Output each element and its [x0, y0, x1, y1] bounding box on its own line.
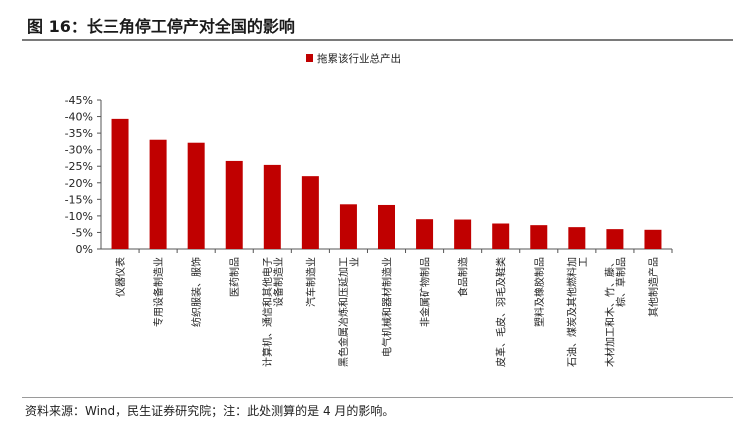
y-tick-label: -10%	[65, 210, 93, 223]
x-tick-label: 木材加工和木、竹、藤、 棕、草制品	[603, 257, 627, 367]
y-tick-label: -5%	[72, 226, 93, 239]
y-tick-label: -15%	[65, 193, 93, 206]
bar	[225, 160, 243, 249]
legend-swatch	[306, 54, 313, 62]
x-tick-label-line: 业	[349, 257, 361, 267]
x-tick-label: 食品制造	[457, 257, 470, 297]
x-tick-label: 非金属矿物制品	[419, 257, 432, 327]
legend-label: 拖累该行业总产出	[317, 52, 401, 65]
x-tick-label: 专用设备制造业	[152, 257, 165, 327]
x-tick-label: 电气机械和器材制造业	[381, 257, 394, 357]
x-tick-label-line: 仪器仪表	[114, 257, 127, 297]
y-tick-label: -40%	[65, 111, 93, 124]
x-tick-label: 计算机、通信和其他电子 设备制造业	[261, 257, 285, 367]
x-tick-label: 其他制造产品	[647, 257, 660, 317]
footer-divider	[22, 397, 733, 398]
bar	[454, 219, 472, 249]
bar	[149, 139, 167, 249]
y-tick-label: -35%	[65, 127, 93, 140]
bar	[111, 118, 129, 249]
y-tick-label: -45%	[65, 94, 93, 107]
bar	[187, 142, 205, 249]
x-tick-label-line: 其他制造产品	[647, 257, 660, 317]
bar	[378, 204, 395, 249]
bar	[416, 219, 434, 249]
y-tick-label: -25%	[65, 160, 93, 173]
x-tick-label-line: 汽车制造业	[304, 257, 317, 307]
bar-chart: 拖累该行业总产出 0% -5% -10% -15% -20% -25% -30% -35% -40…	[65, 52, 673, 367]
figure-title: 图 16：长三角停工停产对全国的影响	[27, 17, 295, 36]
x-tick-label-line: 木材加工和木、竹、藤、	[603, 257, 616, 367]
y-tick-label: -20%	[65, 177, 93, 190]
y-tick-label: -30%	[65, 144, 93, 157]
x-tick-label: 仪器仪表	[114, 257, 127, 297]
x-tick-label-line: 非金属矿物制品	[419, 257, 432, 327]
x-tick-label: 医药制品	[228, 257, 241, 297]
x-tick-label-line: 电气机械和器材制造业	[381, 257, 394, 357]
x-tick-label-line: 棕、草制品	[614, 257, 627, 307]
y-tick-label: 0%	[76, 243, 93, 256]
x-tick-label-line: 黑色金属冶炼和压延加工	[337, 257, 350, 367]
x-tick-label-line: 石油、煤炭及其他燃料加	[565, 257, 578, 367]
bar	[492, 223, 510, 249]
x-tick-label-line: 计算机、通信和其他电子	[261, 257, 274, 367]
bar	[606, 229, 624, 249]
x-tick-label: 皮革、毛皮、羽毛及鞋类	[495, 257, 508, 367]
x-tick-label-line: 食品制造	[457, 257, 470, 297]
bar	[530, 225, 548, 249]
x-tick-label: 汽车制造业	[304, 257, 317, 307]
x-tick-label: 纺织服装、服饰	[190, 257, 203, 327]
bar	[568, 227, 586, 249]
x-tick-label: 黑色金属冶炼和压延加工业	[337, 257, 361, 367]
x-tick-label-line: 医药制品	[228, 257, 241, 297]
bar	[339, 204, 357, 249]
x-tick-label-line: 纺织服装、服饰	[190, 257, 203, 327]
title-divider	[22, 39, 733, 41]
source-note: 资料来源：Wind，民生证券研究院；注：此处测算的是 4 月的影响。	[25, 404, 395, 418]
x-tick-label-line: 皮革、毛皮、羽毛及鞋类	[495, 257, 508, 367]
bar	[644, 229, 662, 249]
x-tick-label-line: 设备制造业	[272, 257, 285, 307]
x-tick-label-line: 工	[578, 257, 589, 267]
x-tick-label: 塑料及橡胶制品	[533, 257, 546, 327]
bar	[263, 164, 281, 249]
bar	[301, 176, 319, 249]
x-tick-label-line: 塑料及橡胶制品	[533, 257, 546, 327]
x-tick-label: 石油、煤炭及其他燃料加工	[565, 257, 589, 367]
x-tick-label-line: 专用设备制造业	[152, 257, 165, 327]
